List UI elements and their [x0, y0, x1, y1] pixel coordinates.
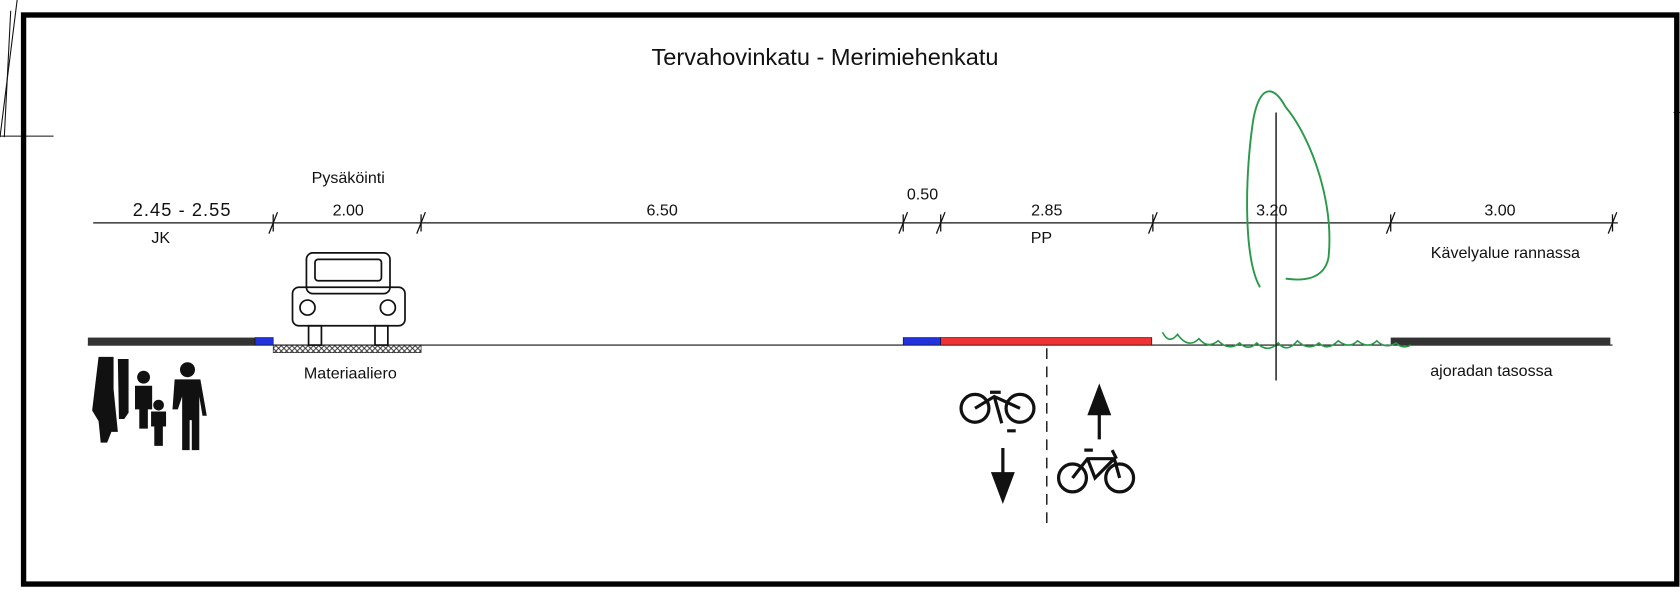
grass [1161, 331, 1412, 350]
arrow-down [990, 447, 1015, 504]
sheet-edge [3, 10, 12, 138]
dimension-value: 2.85 [1031, 201, 1062, 219]
frame [20, 12, 1680, 587]
car [291, 252, 406, 346]
promenade [1390, 337, 1611, 346]
dimension-value: 2.00 [333, 201, 364, 219]
tree-crown [1246, 90, 1331, 288]
dimension-label: Pysäköinti [312, 169, 385, 187]
dimension-label: JK [151, 229, 170, 247]
arrow-up [1087, 383, 1112, 440]
dimension-value: 6.50 [647, 201, 678, 219]
title: Tervahovinkatu - Merimiehenkatu [651, 44, 998, 70]
bicycle [1056, 448, 1136, 494]
dimension-label: Kävelyalue rannassa [1431, 244, 1580, 262]
material-strip [272, 344, 422, 353]
note: Materiaaliero [304, 364, 397, 382]
dimension-ticks [268, 211, 1618, 234]
sheet-edge [0, 0, 18, 138]
curb [254, 337, 274, 346]
dimension-label: PP [1031, 229, 1052, 247]
bicycle [959, 390, 1036, 433]
sidewalk [87, 337, 255, 346]
dimension-value: 3.00 [1484, 201, 1515, 219]
dimension-value: 3.20 [1256, 201, 1287, 219]
note: ajoradan tasossa [1430, 362, 1552, 380]
dimension-value: 2.45 - 2.55 [133, 200, 232, 220]
curb [902, 337, 942, 346]
dimension-value: 0.50 [907, 185, 938, 203]
bike-lane [940, 337, 1153, 346]
